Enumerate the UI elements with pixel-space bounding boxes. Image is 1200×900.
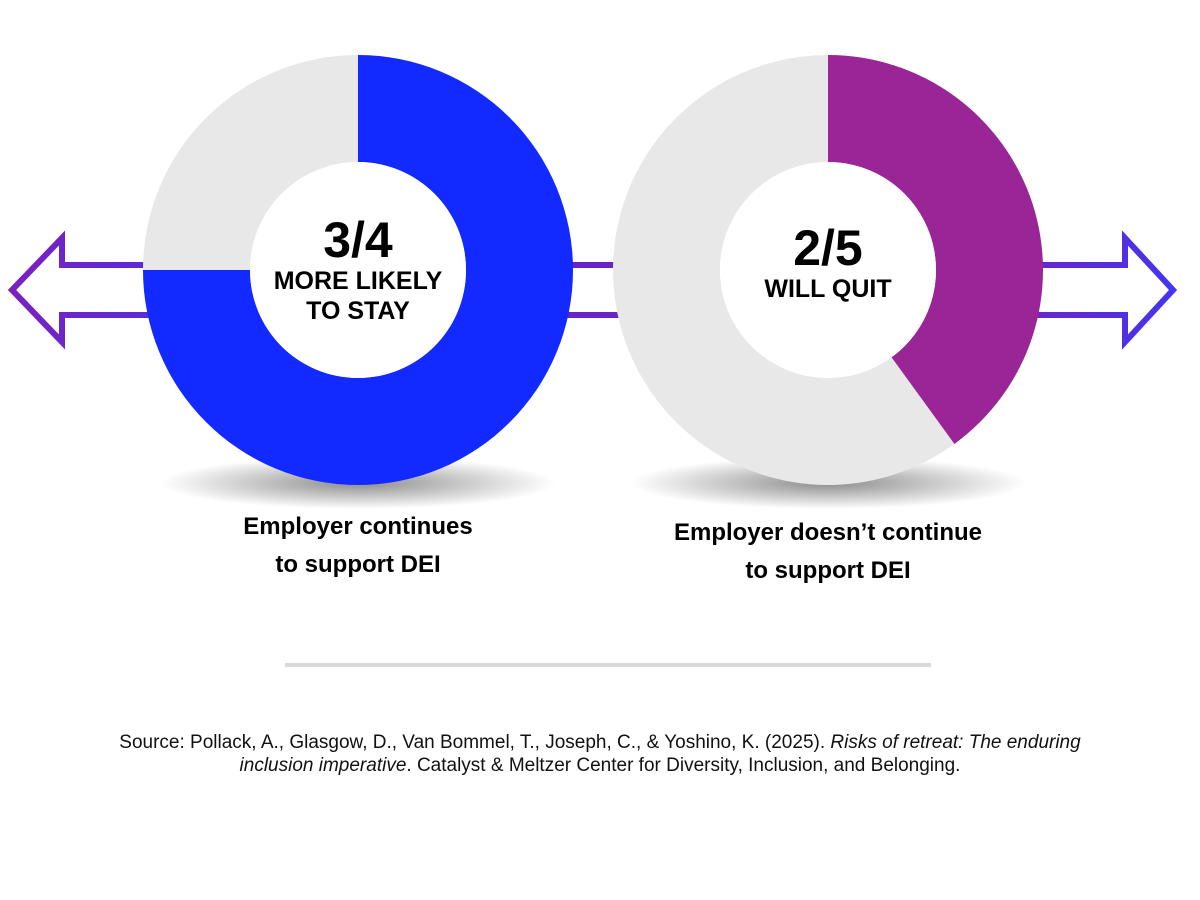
center-value: 3/4 <box>323 212 393 268</box>
caption-line: Employer continues <box>243 513 473 540</box>
caption-continues: Employer continues to support DEI <box>208 508 508 584</box>
center-label-line: WILL QUIT <box>764 275 892 303</box>
donut-slice-remainder <box>613 55 955 485</box>
source-title: Risks of retreat: The enduring inclusion… <box>239 732 1081 776</box>
caption-line: Employer doesn’t continue <box>673 519 983 546</box>
center-label-line: TO STAY <box>306 297 410 325</box>
arrow-left <box>7 230 150 350</box>
source-prefix: Source: Pollack, A., Glasgow, D., Van Bo… <box>119 732 831 753</box>
source-citation: Source: Pollack, A., Glasgow, D., Van Bo… <box>100 731 1100 777</box>
divider-line <box>285 663 931 667</box>
caption-line: to support DEI <box>275 551 441 578</box>
donut-slice-highlight <box>143 55 573 485</box>
donut-hole <box>720 162 936 378</box>
donut-chart <box>143 55 573 485</box>
donut-hole <box>250 162 466 378</box>
donut-center-stay: 3/4 MORE LIKELY TO STAY <box>258 214 458 326</box>
center-label-line: MORE LIKELY <box>273 267 443 295</box>
donut-center-quit: 2/5 WILL QUIT <box>728 222 928 304</box>
arrow-right <box>1035 230 1178 350</box>
caption-doesnt-continue: Employer doesn’t continue to support DEI <box>648 514 1008 590</box>
donut-slice-remainder <box>143 55 358 270</box>
source-suffix: . Catalyst & Meltzer Center for Diversit… <box>406 755 961 776</box>
caption-line: to support DEI <box>745 557 911 584</box>
center-value: 2/5 <box>793 220 863 276</box>
donut-chart <box>613 55 1043 485</box>
donut-slice-highlight <box>828 55 1043 444</box>
